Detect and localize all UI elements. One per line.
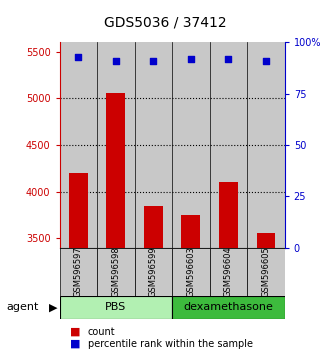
Bar	[60, 248, 97, 296]
Bar	[210, 42, 247, 248]
Bar	[69, 173, 88, 248]
Bar	[135, 42, 172, 248]
Bar	[144, 206, 163, 248]
Text: ■: ■	[70, 327, 80, 337]
Bar	[257, 233, 275, 248]
Bar	[172, 296, 285, 319]
Bar	[135, 248, 172, 296]
Text: dexamethasone: dexamethasone	[183, 302, 273, 312]
Bar	[172, 42, 210, 248]
Bar	[97, 42, 135, 248]
Text: agent: agent	[7, 302, 39, 312]
Bar	[219, 182, 238, 248]
Bar	[60, 42, 97, 248]
Bar	[172, 248, 210, 296]
Bar	[181, 215, 200, 248]
Bar	[247, 248, 285, 296]
Text: PBS: PBS	[105, 302, 126, 312]
Bar	[97, 248, 135, 296]
Point	[76, 54, 81, 60]
Bar	[210, 248, 247, 296]
Text: GSM596603: GSM596603	[186, 246, 195, 297]
Point	[151, 58, 156, 64]
Point	[263, 58, 268, 64]
Text: ■: ■	[70, 339, 80, 349]
Bar	[247, 42, 285, 248]
Text: count: count	[88, 327, 115, 337]
Text: percentile rank within the sample: percentile rank within the sample	[88, 339, 253, 349]
Text: GSM596597: GSM596597	[74, 246, 83, 297]
Text: GSM596599: GSM596599	[149, 246, 158, 297]
Text: GSM596605: GSM596605	[261, 246, 270, 297]
Text: GSM596604: GSM596604	[224, 246, 233, 297]
Bar	[60, 296, 172, 319]
Bar	[107, 93, 125, 248]
Point	[226, 56, 231, 62]
Text: GSM596598: GSM596598	[111, 246, 120, 297]
Point	[188, 56, 194, 62]
Text: ▶: ▶	[49, 302, 58, 312]
Point	[113, 58, 118, 64]
Text: GDS5036 / 37412: GDS5036 / 37412	[104, 16, 227, 30]
